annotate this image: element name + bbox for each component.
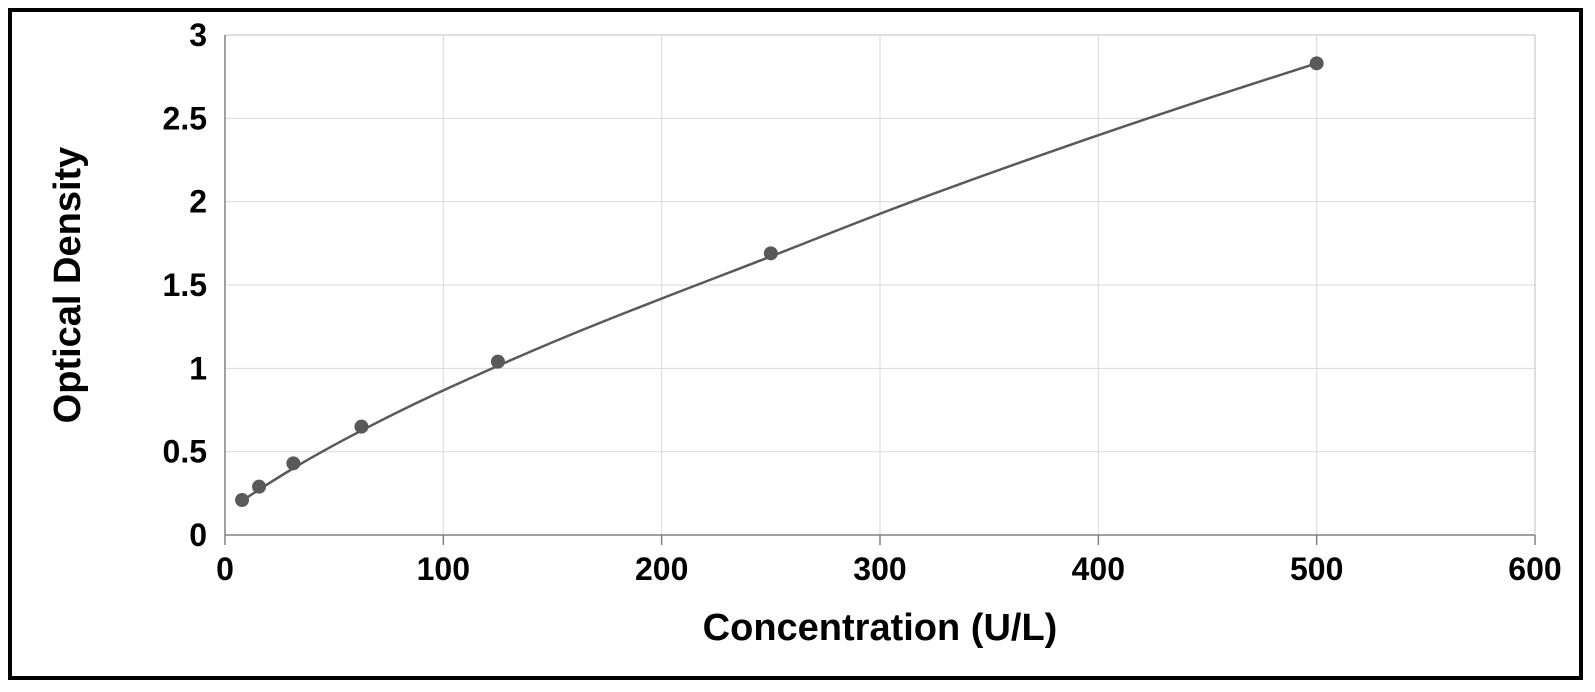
y-tick-label: 2 bbox=[189, 184, 207, 220]
y-tick-label: 0.5 bbox=[163, 434, 207, 470]
y-tick-label: 2.5 bbox=[163, 100, 207, 136]
x-tick-label: 100 bbox=[417, 551, 470, 587]
data-point bbox=[235, 493, 249, 507]
data-point bbox=[1310, 56, 1324, 70]
y-tick-label: 1.5 bbox=[163, 267, 207, 303]
y-axis-label: Optical Density bbox=[47, 147, 89, 424]
data-point bbox=[354, 420, 368, 434]
x-tick-label: 600 bbox=[1508, 551, 1561, 587]
x-tick-label: 200 bbox=[635, 551, 688, 587]
chart-container: 0 100 200 300 400 500 600 0 0.5 1 1.5 2 2.5 3 Concen… bbox=[0, 0, 1595, 692]
y-tick-label: 0 bbox=[189, 517, 207, 553]
x-tick-label: 500 bbox=[1290, 551, 1343, 587]
data-point bbox=[764, 246, 778, 260]
x-tick-label: 400 bbox=[1072, 551, 1125, 587]
x-tick-labels: 0 100 200 300 400 500 600 bbox=[216, 551, 1562, 587]
x-tick-label: 300 bbox=[853, 551, 906, 587]
data-point bbox=[286, 456, 300, 470]
data-point bbox=[491, 355, 505, 369]
y-tick-labels: 0 0.5 1 1.5 2 2.5 3 bbox=[163, 17, 207, 553]
chart-svg: 0 100 200 300 400 500 600 0 0.5 1 1.5 2 2.5 3 Concen… bbox=[0, 0, 1595, 692]
x-tick-marks bbox=[225, 535, 1535, 545]
y-tick-label: 1 bbox=[189, 350, 207, 386]
y-tick-label: 3 bbox=[189, 17, 207, 53]
x-axis-label: Concentration (U/L) bbox=[703, 607, 1058, 649]
x-tick-label: 0 bbox=[216, 551, 234, 587]
data-point bbox=[252, 480, 266, 494]
